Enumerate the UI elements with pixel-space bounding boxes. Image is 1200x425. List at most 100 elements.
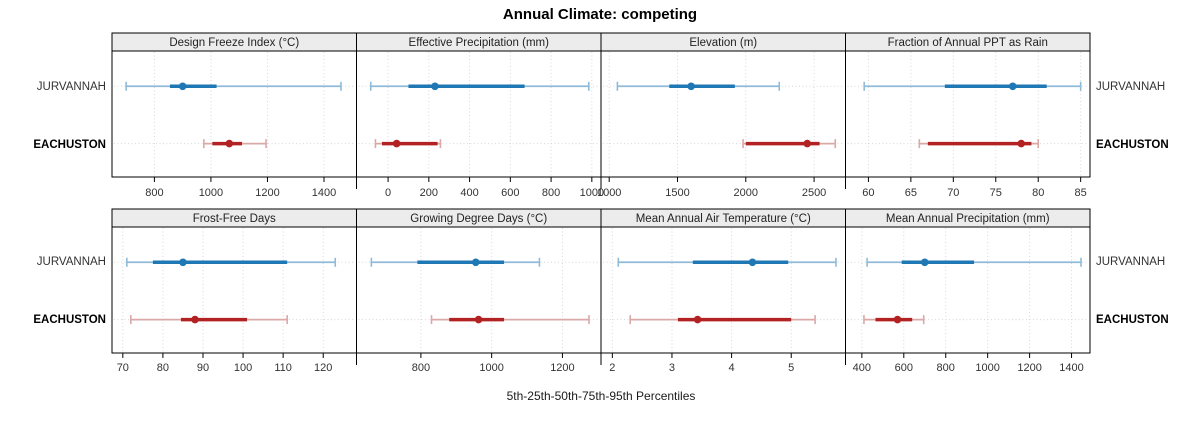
axis-tick-label: 800 — [542, 187, 560, 199]
median-dot — [178, 82, 187, 91]
axis-tick-label: 70 — [947, 187, 959, 199]
axis-tick-label: 100 — [234, 362, 252, 374]
median-dot — [693, 315, 702, 324]
median-dot — [191, 315, 199, 324]
panel-title: Fraction of Annual PPT as Rain — [888, 37, 1048, 49]
interval-eachuston — [742, 139, 837, 149]
panel-2: Elevation (m) 1000 1500 2000 2500 — [597, 32, 846, 199]
axis-tick-label: 400 — [460, 187, 478, 199]
median-dot — [1008, 82, 1017, 91]
row-label-left-top-eachuston: EACHUSTON — [33, 139, 106, 151]
axis-tick-label: 1000 — [199, 187, 223, 199]
axis-tick-label: 75 — [990, 187, 1002, 199]
median-dot — [803, 139, 812, 148]
axis-tick-label: 600 — [501, 187, 519, 199]
axis-tick-label: 1000 — [975, 362, 999, 374]
panel-title: Frost-Free Days — [193, 213, 276, 225]
axis-tick-label: 800 — [145, 187, 163, 199]
axis-tick-label: 200 — [420, 187, 438, 199]
panel-3: Fraction of Annual PPT as Rain 60 65 70 75 80… — [845, 32, 1091, 199]
panel-4: Frost-Free Days 70 80 90 100 110 120 — [111, 208, 357, 374]
median-dot — [1017, 139, 1026, 148]
panel-bg — [601, 51, 846, 177]
median-dot — [920, 258, 929, 267]
median-dot — [687, 82, 695, 91]
axis-tick-label: 1200 — [550, 362, 574, 374]
interval-eachuston — [130, 315, 288, 325]
axis-tick-label: 1000 — [580, 187, 604, 199]
axis-tick-label: 80 — [157, 362, 169, 374]
panel-border — [845, 226, 1091, 354]
median-dot — [474, 315, 483, 324]
axis-tick-label: 1200 — [1017, 362, 1041, 374]
axis-tick-label: 800 — [412, 362, 430, 374]
panel-title: Growing Degree Days (°C) — [410, 213, 547, 225]
row-label-left-bottom-eachuston: EACHUSTON — [33, 314, 106, 326]
median-dot — [431, 82, 439, 91]
interval-jurvannah — [126, 257, 337, 267]
axis-tick-label: 600 — [895, 362, 913, 374]
row-label-right-bottom-eachuston: EACHUSTON — [1096, 314, 1169, 326]
panel-bg — [845, 51, 1090, 177]
axis-tick-label: 90 — [197, 362, 209, 374]
median-dot — [225, 139, 234, 148]
interval-eachuston — [430, 315, 590, 325]
median-dot — [748, 258, 757, 267]
axis-tick-label: 0 — [385, 187, 391, 199]
axis-tick-label: 1400 — [1059, 362, 1083, 374]
panel-bg — [356, 227, 601, 353]
figure-title: Annual Climate: competing — [502, 6, 698, 23]
axis-tick-label: 85 — [1075, 187, 1087, 199]
axis-tick-label: 80 — [1032, 187, 1044, 199]
axis-tick-label: 1000 — [597, 187, 621, 199]
panel-bg — [845, 227, 1090, 353]
panel-bg — [356, 51, 601, 177]
interval-jurvannah — [369, 81, 590, 91]
axis-tick-label: 2000 — [734, 187, 758, 199]
panel-6: Mean Annual Air Temperature (°C) 2 3 4 5 — [600, 208, 846, 374]
axis-tick-label: 2 — [609, 362, 615, 374]
panel-border — [845, 50, 1091, 178]
panel-title: Mean Annual Air Temperature (°C) — [636, 213, 811, 225]
panel-title: Design Freeze Index (°C) — [169, 37, 299, 49]
panel-bg — [112, 51, 357, 177]
panel-bg — [112, 227, 357, 353]
axis-tick-label: 4 — [729, 362, 735, 374]
interval-eachuston — [863, 315, 925, 325]
panel-7: Mean Annual Precipitation (mm) 400 600 800 1… — [845, 208, 1091, 374]
axis-tick-label: 120 — [314, 362, 332, 374]
axis-tick-label: 110 — [274, 362, 292, 374]
axis-tick-label: 1400 — [312, 187, 336, 199]
interval-jurvannah — [125, 81, 342, 91]
panel-1: Effective Precipitation (mm) 0 200 400 600 80… — [356, 32, 604, 199]
median-dot — [893, 315, 902, 324]
axis-caption: 5th-25th-50th-75th-95th Percentiles — [506, 389, 696, 403]
row-label-left-top-jurvannah: JURVANNAH — [36, 81, 106, 93]
row-label-right-bottom-jurvannah: JURVANNAH — [1096, 256, 1166, 268]
axis-tick-label: 1200 — [255, 187, 279, 199]
axis-tick-label: 70 — [117, 362, 129, 374]
median-dot — [179, 258, 187, 267]
axis-tick-label: 2500 — [802, 187, 826, 199]
panel-5: Growing Degree Days (°C) 800 1000 1200 — [356, 208, 602, 374]
interval-eachuston — [918, 139, 1040, 149]
axis-tick-label: 5 — [788, 362, 794, 374]
interval-jurvannah — [863, 81, 1082, 91]
row-label-left-bottom-jurvannah: JURVANNAH — [36, 256, 106, 268]
interval-jurvannah — [616, 81, 781, 91]
interval-eachuston — [629, 315, 816, 325]
axis-tick-label: 1500 — [665, 187, 689, 199]
interval-jurvannah — [866, 257, 1082, 267]
row-label-right-top-eachuston: EACHUSTON — [1096, 139, 1169, 151]
median-dot — [392, 139, 401, 148]
panel-0: Design Freeze Index (°C) 800 1000 1200 1400 — [111, 32, 357, 199]
interval-jurvannah — [617, 257, 837, 267]
interval-eachuston — [374, 139, 442, 149]
row-label-right-top-jurvannah: JURVANNAH — [1096, 81, 1166, 93]
axis-tick-label: 800 — [937, 362, 955, 374]
axis-tick-label: 400 — [853, 362, 871, 374]
panel-bg — [601, 227, 846, 353]
axis-tick-label: 65 — [905, 187, 917, 199]
